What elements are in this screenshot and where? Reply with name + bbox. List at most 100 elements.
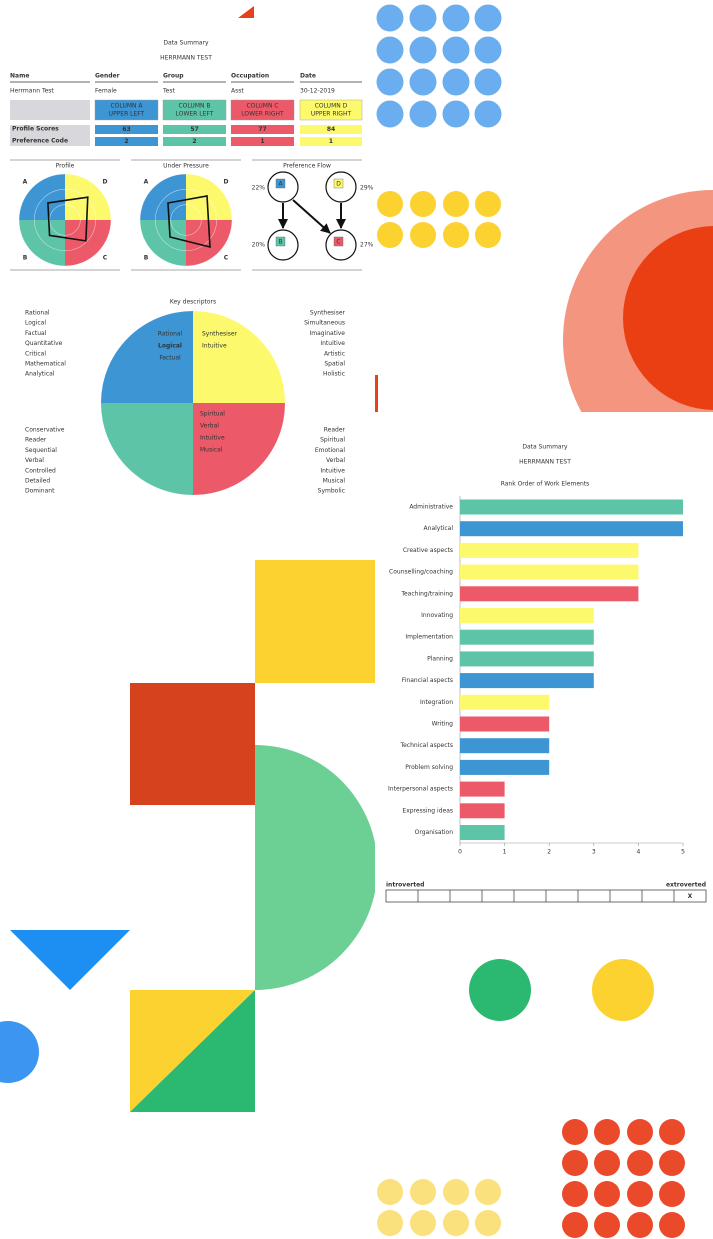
x-tick-label: 5 bbox=[681, 849, 685, 856]
decor-dot bbox=[475, 101, 502, 128]
y-tick-label: Teaching/training bbox=[400, 590, 453, 597]
decor-dot bbox=[475, 69, 502, 96]
descriptor: Verbal bbox=[326, 457, 345, 464]
decor-dot bbox=[410, 69, 437, 96]
descriptor: Factual bbox=[25, 330, 47, 337]
quadrant-letter: A bbox=[144, 179, 149, 186]
flow-percent: 29% bbox=[360, 185, 374, 192]
decor-triangle bbox=[10, 930, 130, 990]
table-header: Group bbox=[163, 73, 184, 80]
y-tick-label: Implementation bbox=[405, 634, 453, 641]
decor-dot bbox=[410, 1210, 436, 1236]
quadrant-word: Musical bbox=[200, 447, 223, 454]
descriptor: Controlled bbox=[25, 467, 56, 474]
decor-dot bbox=[410, 222, 436, 248]
decor-dot bbox=[475, 191, 501, 217]
bar bbox=[460, 803, 505, 818]
descriptor: Verbal bbox=[25, 457, 44, 464]
column-sub: LOWER LEFT bbox=[176, 111, 214, 118]
quadrant-letter: D bbox=[224, 179, 229, 186]
flow-letter: D bbox=[336, 181, 341, 188]
panel-title: Under Pressure bbox=[163, 163, 209, 170]
section-title: Key descriptors bbox=[170, 299, 216, 306]
decor-dot bbox=[659, 1150, 685, 1176]
table-header: Gender bbox=[95, 73, 120, 80]
descriptor: Conservative bbox=[25, 427, 65, 434]
descriptor: Holistic bbox=[323, 371, 345, 378]
descriptor: Artistic bbox=[324, 350, 345, 357]
decor-dot bbox=[410, 1179, 436, 1205]
decor-dot bbox=[377, 222, 403, 248]
decor-dot bbox=[475, 1210, 501, 1236]
row-label: Preference Code bbox=[12, 138, 68, 145]
scale-label: introverted bbox=[386, 882, 424, 889]
table-cell: Herrmann Test bbox=[10, 88, 54, 95]
descriptor: Intuitive bbox=[320, 467, 345, 474]
bar bbox=[460, 673, 594, 688]
descriptor: Spiritual bbox=[320, 437, 345, 444]
decor-dot bbox=[627, 1212, 653, 1238]
descriptor: Imaginative bbox=[309, 330, 345, 337]
quadrant-letter: C bbox=[103, 255, 108, 262]
decor-dot bbox=[659, 1181, 685, 1207]
flow-percent: 20% bbox=[252, 242, 266, 249]
decor-dot bbox=[562, 1181, 588, 1207]
column-sub: UPPER LEFT bbox=[109, 111, 145, 118]
table-cell: Asst bbox=[231, 88, 244, 95]
column-name: COLUMN A bbox=[110, 103, 143, 110]
quadrant-word: Rational bbox=[158, 331, 183, 338]
table-header: Occupation bbox=[231, 73, 269, 80]
flow-percent: 27% bbox=[360, 242, 374, 249]
table-cell: Test bbox=[162, 88, 175, 95]
descriptor: Mathematical bbox=[25, 361, 66, 368]
decor-dot bbox=[562, 1150, 588, 1176]
decor-dot bbox=[443, 69, 470, 96]
page: Data SummaryHERRMANN TESTNameHerrmann Te… bbox=[0, 0, 713, 1239]
decor-dot bbox=[594, 1181, 620, 1207]
bar bbox=[460, 717, 549, 732]
y-tick-label: Creative aspects bbox=[403, 547, 453, 554]
descriptor: Detailed bbox=[25, 478, 50, 485]
quadrant-word: Intuitive bbox=[200, 435, 225, 442]
decor-dot bbox=[377, 191, 403, 217]
chart-subtitle: HERRMANN TEST bbox=[519, 459, 571, 466]
bar bbox=[460, 500, 683, 515]
score: 57 bbox=[190, 126, 198, 133]
decor-half-circle bbox=[255, 745, 378, 990]
decor-dot bbox=[443, 1179, 469, 1205]
quadrant-word: Verbal bbox=[200, 423, 219, 430]
y-tick-label: Financial aspects bbox=[402, 677, 453, 684]
x-tick-label: 2 bbox=[547, 849, 551, 856]
descriptor: Critical bbox=[25, 350, 46, 357]
x-tick-label: 0 bbox=[458, 849, 462, 856]
decor-dot bbox=[627, 1119, 653, 1145]
scale-label: extroverted bbox=[666, 882, 706, 889]
decor-triangle bbox=[238, 6, 254, 18]
x-tick-label: 3 bbox=[592, 849, 596, 856]
x-tick-label: 1 bbox=[503, 849, 507, 856]
descriptor: Spatial bbox=[324, 361, 345, 368]
decor-dot bbox=[410, 5, 437, 32]
decor-dot bbox=[377, 5, 404, 32]
descriptor: Emotional bbox=[315, 447, 345, 454]
decor-square bbox=[130, 683, 255, 805]
flow-percent: 22% bbox=[252, 185, 266, 192]
bar bbox=[460, 782, 505, 797]
scale-mark: X bbox=[688, 893, 693, 900]
y-tick-label: Technical aspects bbox=[399, 742, 453, 749]
decor-dot bbox=[475, 5, 502, 32]
descriptor: Synthesiser bbox=[310, 310, 346, 317]
x-tick-label: 4 bbox=[636, 849, 640, 856]
decor-dot bbox=[562, 1119, 588, 1145]
descriptor: Rational bbox=[25, 310, 50, 317]
column-name: COLUMN D bbox=[315, 103, 348, 110]
decor-dot bbox=[594, 1212, 620, 1238]
descriptor: Analytical bbox=[25, 371, 55, 378]
y-tick-label: Organisation bbox=[415, 829, 454, 836]
column-sub: LOWER RIGHT bbox=[241, 111, 284, 118]
decor-dot bbox=[594, 1150, 620, 1176]
quadrant-word: Factual bbox=[159, 355, 181, 362]
table-cell-bg bbox=[10, 100, 90, 120]
descriptor: Reader bbox=[324, 427, 346, 434]
bar bbox=[460, 586, 638, 601]
